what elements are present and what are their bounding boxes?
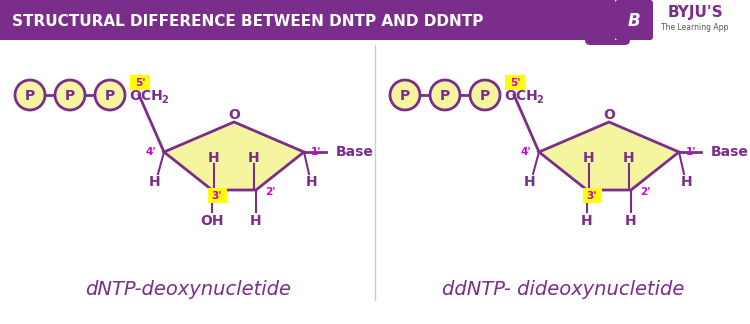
Text: dNTP-deoxynucletide: dNTP-deoxynucletide xyxy=(85,280,291,299)
Circle shape xyxy=(15,80,45,110)
Text: P: P xyxy=(25,89,35,103)
Polygon shape xyxy=(164,122,304,190)
Text: OCH: OCH xyxy=(129,89,163,103)
Text: P: P xyxy=(440,89,450,103)
Text: O: O xyxy=(603,108,615,122)
FancyBboxPatch shape xyxy=(208,188,227,203)
Text: 3': 3' xyxy=(211,191,222,201)
Text: 2': 2' xyxy=(265,187,275,197)
Text: Base: Base xyxy=(336,145,374,159)
FancyBboxPatch shape xyxy=(583,188,602,203)
Text: H: H xyxy=(251,214,262,228)
Bar xyxy=(615,0,750,40)
Text: O: O xyxy=(228,108,240,122)
Text: 4': 4' xyxy=(146,147,156,157)
Text: H: H xyxy=(581,214,592,228)
Text: H: H xyxy=(248,151,259,165)
Circle shape xyxy=(430,80,460,110)
Text: 5': 5' xyxy=(135,78,146,88)
Text: 2': 2' xyxy=(640,187,650,197)
Text: H: H xyxy=(681,175,693,189)
Text: 2: 2 xyxy=(161,95,168,105)
Text: H: H xyxy=(149,175,160,189)
Polygon shape xyxy=(539,122,679,190)
Text: H: H xyxy=(626,214,637,228)
Text: P: P xyxy=(480,89,490,103)
Circle shape xyxy=(390,80,420,110)
Text: ddNTP- dideoxynucletide: ddNTP- dideoxynucletide xyxy=(442,280,684,299)
Text: H: H xyxy=(584,151,595,165)
Text: H: H xyxy=(524,175,536,189)
Text: H: H xyxy=(623,151,634,165)
Text: 4': 4' xyxy=(520,147,531,157)
Text: 1': 1' xyxy=(310,147,321,157)
Bar xyxy=(0,0,620,40)
FancyBboxPatch shape xyxy=(585,0,630,45)
Text: P: P xyxy=(64,89,75,103)
Text: The Learning App: The Learning App xyxy=(662,24,729,32)
Text: H: H xyxy=(209,151,220,165)
Text: P: P xyxy=(105,89,116,103)
Text: 1': 1' xyxy=(686,147,696,157)
Text: BYJU'S: BYJU'S xyxy=(668,6,723,20)
FancyBboxPatch shape xyxy=(505,75,525,90)
Text: 5': 5' xyxy=(510,78,520,88)
Text: 2: 2 xyxy=(536,95,543,105)
FancyBboxPatch shape xyxy=(615,0,653,40)
Text: OCH: OCH xyxy=(504,89,538,103)
FancyBboxPatch shape xyxy=(130,75,150,90)
Circle shape xyxy=(55,80,85,110)
Circle shape xyxy=(470,80,500,110)
Text: Base: Base xyxy=(711,145,748,159)
Circle shape xyxy=(95,80,125,110)
Text: H: H xyxy=(306,175,318,189)
Text: STRUCTURAL DIFFERENCE BETWEEN DNTP AND DDNTP: STRUCTURAL DIFFERENCE BETWEEN DNTP AND D… xyxy=(12,14,483,29)
Text: P: P xyxy=(400,89,410,103)
Text: B: B xyxy=(628,12,640,30)
Text: OH: OH xyxy=(200,214,223,228)
Text: 3': 3' xyxy=(586,191,597,201)
